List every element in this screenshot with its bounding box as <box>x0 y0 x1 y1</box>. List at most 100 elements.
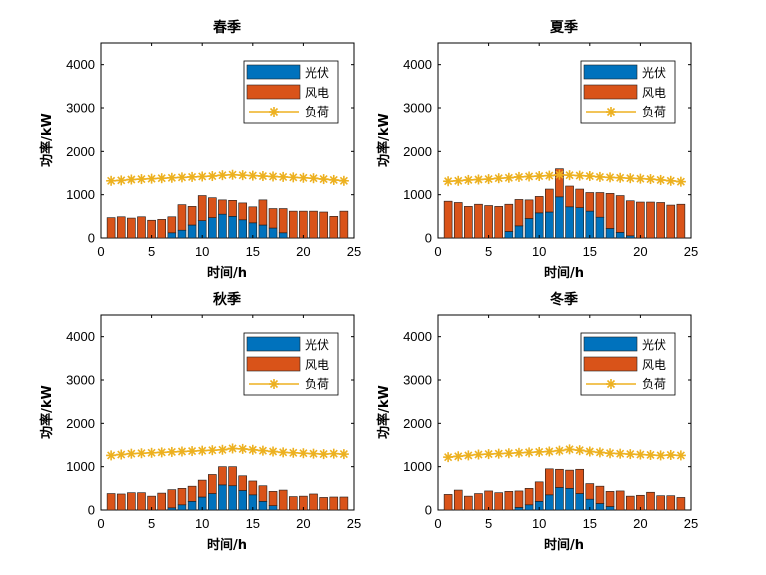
bar-wind <box>615 490 625 511</box>
bar-pv <box>268 227 278 239</box>
bar-wind <box>443 200 453 239</box>
bar-pv <box>565 488 574 511</box>
bar-wind <box>676 203 686 239</box>
load-point <box>197 171 208 182</box>
load-point <box>207 445 218 456</box>
bar-wind <box>116 493 126 511</box>
load-point <box>503 172 514 183</box>
load-point <box>584 171 595 182</box>
legend-swatch-wind <box>246 356 301 372</box>
load-point <box>126 174 137 185</box>
bar-pv <box>555 196 564 239</box>
chart-title: 冬季 <box>550 291 578 308</box>
chart-title: 夏季 <box>550 19 578 36</box>
bar-wind <box>228 466 237 487</box>
legend-swatch-pv <box>246 336 301 352</box>
bar-wind <box>464 206 473 239</box>
load-point <box>605 172 616 183</box>
load-point <box>544 170 555 181</box>
legend-label: 负荷 <box>305 105 329 119</box>
panel-autumn: 秋季 0 5 10 15 20 25 0 1000 2000 3000 4000… <box>39 291 361 553</box>
y-tick-label: 3000 <box>403 373 432 388</box>
bar-wind <box>137 216 146 239</box>
bar-pv <box>218 213 227 239</box>
legend-swatch-wind <box>583 84 638 100</box>
y-tick-label: 3000 <box>403 101 432 116</box>
bar-wind <box>288 496 298 511</box>
bar-wind <box>127 492 136 511</box>
bar-pv <box>514 225 524 239</box>
x-tick-label: 25 <box>347 244 361 259</box>
load-point <box>176 446 187 457</box>
bar-wind <box>197 479 207 498</box>
x-tick-label: 15 <box>246 516 260 531</box>
bar-wind <box>494 206 504 239</box>
load-point <box>146 447 157 458</box>
load-point <box>473 174 484 185</box>
panel-winter: 冬季 0 5 10 15 20 25 0 1000 2000 3000 4000… <box>376 291 698 553</box>
bar-pv <box>258 501 268 511</box>
x-tick-label: 5 <box>148 244 155 259</box>
load-point <box>338 449 349 460</box>
load-point <box>318 174 329 185</box>
load-point <box>217 444 228 455</box>
load-point <box>645 174 656 185</box>
load-point <box>655 450 666 461</box>
load-point <box>453 175 464 186</box>
load-point <box>493 173 504 184</box>
bar-pv <box>585 210 595 239</box>
bar-wind <box>278 208 288 234</box>
bar-wind <box>524 488 534 506</box>
bar-wind <box>238 202 247 221</box>
load-point <box>524 447 535 458</box>
bar-wind <box>339 210 349 239</box>
y-axis-label: 功率/kW <box>39 113 55 167</box>
load-point <box>257 171 268 182</box>
bar-pv <box>208 217 217 239</box>
bar-wind <box>127 217 136 239</box>
y-tick-label: 1000 <box>66 187 95 202</box>
x-tick-label: 25 <box>684 516 698 531</box>
load-point <box>645 449 656 460</box>
bar-pv <box>258 224 268 239</box>
bar-pv <box>238 219 247 239</box>
load-point <box>513 171 524 182</box>
bar-wind <box>666 495 676 511</box>
bar-wind <box>268 208 278 229</box>
load-point <box>298 172 309 183</box>
load-point <box>187 171 198 182</box>
load-point <box>675 176 686 187</box>
load-point <box>534 171 545 182</box>
bar-wind <box>278 489 288 511</box>
bar-wind <box>524 199 534 219</box>
bar-wind <box>504 491 514 511</box>
load-point <box>453 451 464 462</box>
y-axis-label: 功率/kW <box>376 113 392 167</box>
x-axis-label: 时间/h <box>207 537 247 553</box>
load-point <box>483 174 494 185</box>
y-tick-label: 3000 <box>66 101 95 116</box>
x-tick-label: 5 <box>148 516 155 531</box>
axes-box <box>437 314 692 511</box>
legend-label: 风电 <box>642 86 666 100</box>
bar-pv <box>595 216 605 239</box>
y-tick-label: 2000 <box>403 144 432 159</box>
bar-wind <box>299 210 308 239</box>
legend: 光伏 风电 负荷 <box>243 60 339 124</box>
legend-marker-load <box>606 379 616 389</box>
bar-wind <box>575 188 584 208</box>
load-point <box>288 172 299 183</box>
y-tick-label: 4000 <box>403 57 432 72</box>
legend-swatch-pv <box>583 64 638 80</box>
bar-pv <box>238 490 247 511</box>
bar-wind <box>504 203 514 232</box>
load-point <box>574 445 585 456</box>
legend-swatch-wind <box>583 356 638 372</box>
bar-wind <box>605 193 615 229</box>
bar-pv <box>555 487 564 511</box>
load-point <box>278 447 289 458</box>
legend-label: 风电 <box>305 358 329 372</box>
load-point <box>443 176 454 187</box>
bar-pv <box>575 207 584 239</box>
tick-marks <box>437 315 692 511</box>
